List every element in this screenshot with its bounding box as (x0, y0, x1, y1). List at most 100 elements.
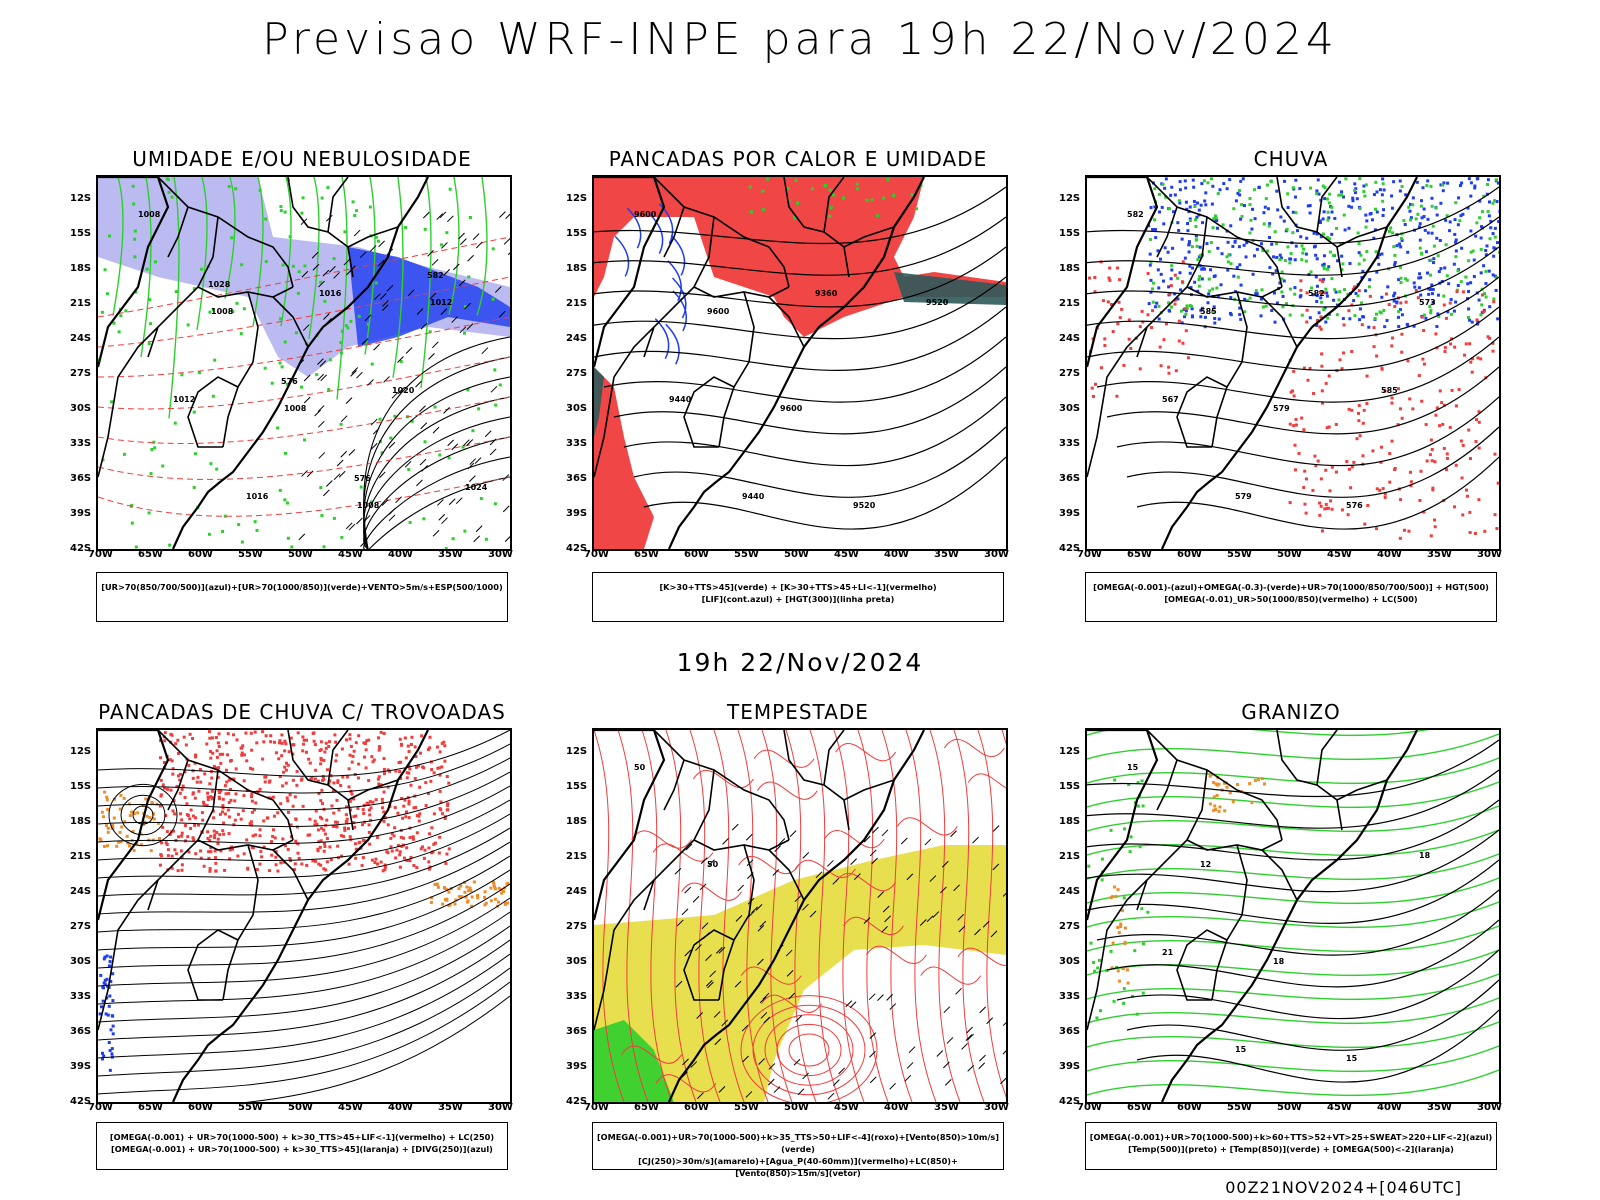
shaded-speck (1350, 350, 1354, 354)
shaded-speck (1291, 231, 1295, 235)
lat-tick-label: 42S (566, 1096, 588, 1107)
shaded-speck (1315, 323, 1319, 327)
shaded-speck (308, 817, 312, 821)
wind-vector (369, 245, 377, 252)
shaded-speck (1223, 809, 1227, 813)
wind-vector (827, 1092, 835, 1100)
shaded-speck (1266, 207, 1270, 211)
shaded-speck (1239, 217, 1243, 221)
shaded-speck (1249, 218, 1253, 222)
shaded-speck (295, 783, 299, 787)
shaded-speck (228, 848, 232, 852)
shaded-speck (484, 537, 488, 541)
shaded-speck (345, 817, 349, 821)
shaded-speck (1357, 262, 1361, 266)
shaded-speck (468, 886, 472, 890)
shaded-speck (1253, 217, 1257, 221)
shaded-speck (244, 731, 248, 735)
lon-tick-label: 45W (1327, 549, 1352, 560)
shaded-speck (170, 733, 174, 737)
shaded-speck (1390, 194, 1394, 198)
shaded-speck (1178, 271, 1182, 275)
shaded-speck (170, 854, 174, 858)
shaded-speck (103, 982, 107, 986)
shaded-speck (1444, 243, 1448, 247)
shaded-speck (1127, 337, 1131, 341)
lon-tick-label: 45W (338, 549, 363, 560)
map-canvas (98, 730, 510, 1102)
wind-vector (378, 240, 385, 248)
shaded-speck (1448, 425, 1452, 429)
lon-tick-label: 70W (88, 1102, 113, 1113)
lc-contour (953, 730, 985, 1102)
shaded-speck (163, 731, 167, 735)
wind-vector (721, 1019, 729, 1027)
wind-vector (940, 886, 947, 894)
shaded-speck (1162, 279, 1166, 283)
wind-vector (802, 1072, 809, 1080)
shaded-speck (1186, 356, 1190, 360)
shaded-speck (318, 845, 322, 849)
shaded-speck (1289, 251, 1293, 255)
shaded-speck (886, 177, 890, 181)
panel-title: UMIDADE E/OU NEBULOSIDADE (132, 147, 472, 171)
shaded-speck (1108, 266, 1112, 270)
shaded-speck (446, 802, 450, 806)
wind-vector (416, 308, 424, 315)
shaded-speck (1183, 307, 1187, 311)
shaded-speck (1150, 326, 1154, 330)
shaded-speck (358, 840, 362, 844)
shaded-speck (337, 808, 341, 812)
shaded-speck (831, 193, 835, 197)
wind-vector (871, 857, 878, 865)
lat-tick-label: 21S (566, 298, 588, 309)
wind-vector (381, 499, 389, 506)
shaded-area (594, 177, 1006, 337)
shaded-speck (176, 738, 180, 742)
pressure-contour (363, 396, 510, 549)
shaded-speck (432, 771, 436, 775)
shaded-speck (1342, 323, 1346, 327)
shaded-speck (248, 822, 252, 826)
shaded-speck (319, 758, 323, 762)
contour-label: 585 (1200, 307, 1217, 316)
shaded-speck (479, 497, 483, 501)
shaded-speck (1412, 281, 1416, 285)
shaded-speck (1302, 428, 1306, 432)
shaded-speck (1364, 213, 1368, 217)
shaded-speck (1264, 197, 1268, 201)
wind-vector (468, 475, 476, 483)
wind-vector (684, 949, 692, 957)
wind-vector (458, 232, 465, 240)
shaded-speck (383, 865, 387, 869)
shaded-speck (1129, 835, 1133, 839)
shaded-speck (188, 732, 192, 736)
lat-tick-label: 15S (1059, 228, 1081, 239)
height-contour (1087, 799, 1499, 861)
shaded-speck (1456, 269, 1460, 273)
shaded-speck (1361, 269, 1365, 273)
shaded-speck (1279, 256, 1283, 260)
shaded-speck (506, 881, 510, 885)
shaded-speck (1275, 189, 1279, 193)
shaded-speck (1438, 389, 1442, 393)
shaded-speck (1442, 181, 1446, 185)
shaded-speck (1454, 201, 1458, 205)
shaded-speck (367, 830, 371, 834)
shaded-speck (231, 309, 235, 313)
shaded-speck (154, 260, 158, 264)
shaded-speck (199, 780, 203, 784)
shaded-speck (407, 771, 411, 775)
contour-label: 1024 (465, 483, 488, 492)
wind-vector (950, 830, 957, 838)
shaded-speck (423, 848, 427, 852)
shaded-speck (1439, 183, 1443, 187)
shaded-speck (1213, 321, 1217, 325)
shaded-speck (1253, 779, 1257, 783)
shaded-speck (364, 748, 368, 752)
shaded-speck (313, 823, 317, 827)
wind-vector (447, 439, 455, 447)
wind-vector (982, 920, 990, 928)
shaded-speck (1229, 224, 1233, 228)
shaded-speck (250, 748, 254, 752)
